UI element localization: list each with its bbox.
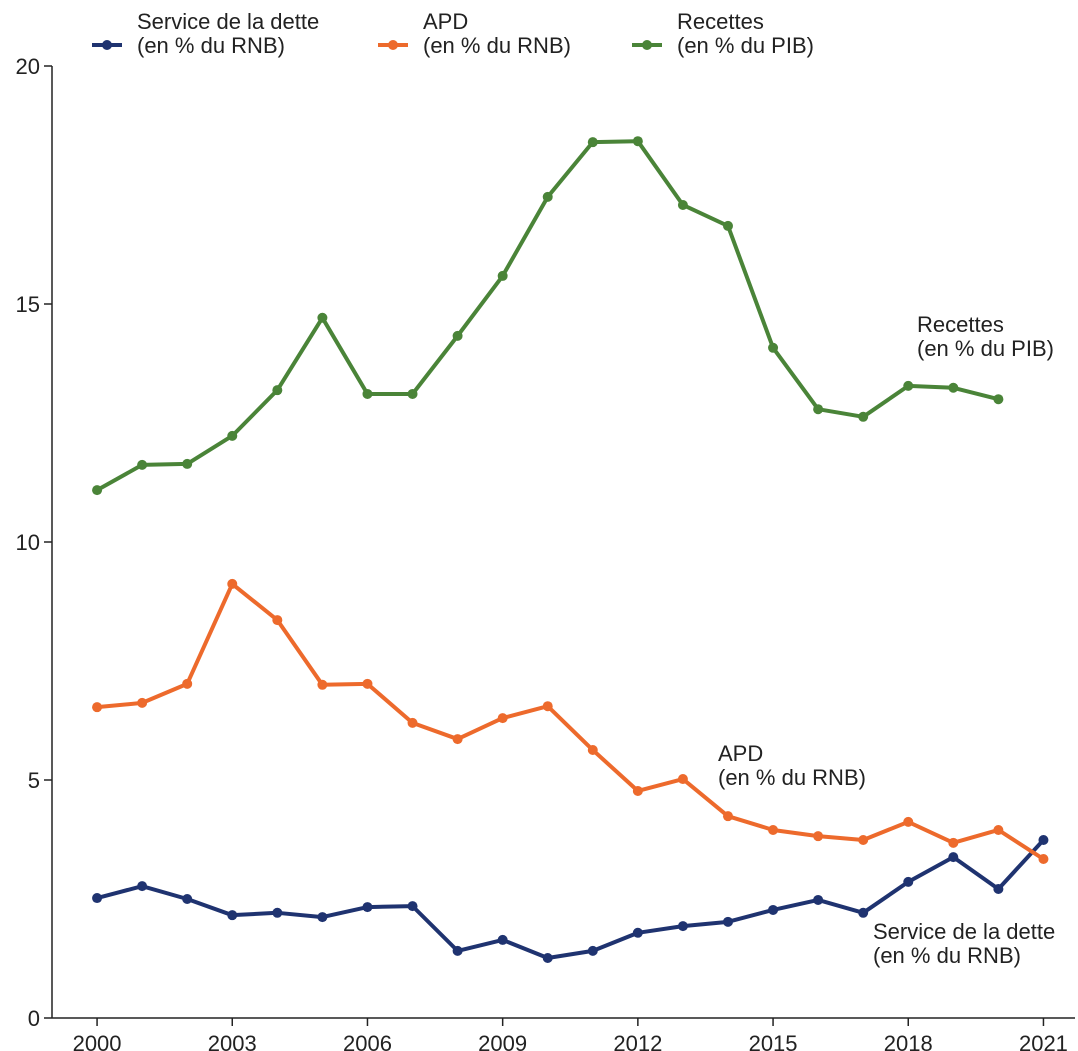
x-tick-label: 2003: [208, 1031, 257, 1051]
point: [317, 679, 328, 690]
point: [542, 701, 553, 712]
point: [272, 615, 283, 626]
point: [452, 945, 463, 956]
point: [1038, 854, 1049, 865]
point: [182, 678, 193, 689]
point: [137, 697, 148, 708]
point: [948, 852, 959, 863]
legend-label: Service de la dette (en % du RNB): [137, 9, 320, 58]
annotation: APD (en % du RNB): [718, 741, 866, 790]
point: [362, 388, 373, 399]
point: [677, 921, 688, 932]
point: [137, 459, 148, 470]
point: [903, 380, 914, 391]
point: [542, 191, 553, 202]
point: [452, 734, 463, 745]
point: [813, 831, 824, 842]
point: [272, 907, 283, 918]
point: [948, 837, 959, 848]
point: [632, 785, 643, 796]
point: [542, 953, 553, 964]
point: [587, 945, 598, 956]
point: [632, 136, 643, 147]
point: [407, 717, 418, 728]
point: [677, 774, 688, 785]
point: [497, 713, 508, 724]
point: [993, 394, 1004, 405]
point: [497, 270, 508, 281]
point: [227, 430, 238, 441]
point: [768, 904, 779, 915]
y-tick-label: 5: [28, 768, 40, 793]
point: [407, 388, 418, 399]
point: [1038, 834, 1049, 845]
point: [227, 578, 238, 589]
point: [317, 312, 328, 323]
point: [722, 811, 733, 822]
x-tick-label: 2000: [73, 1031, 122, 1051]
point: [497, 934, 508, 945]
point: [948, 382, 959, 393]
point: [272, 385, 283, 396]
legend-label: Recettes (en % du PIB): [677, 9, 814, 58]
legend-dot: [388, 40, 398, 50]
point: [813, 894, 824, 905]
point: [452, 330, 463, 341]
point: [993, 884, 1004, 895]
point: [92, 893, 103, 904]
point: [407, 901, 418, 912]
x-tick-label: 2015: [749, 1031, 798, 1051]
legend-dot: [642, 40, 652, 50]
x-tick-label: 2012: [613, 1031, 662, 1051]
point: [722, 916, 733, 927]
point: [722, 220, 733, 231]
point: [768, 824, 779, 835]
legend-dot: [102, 40, 112, 50]
point: [587, 137, 598, 148]
y-tick-label: 10: [16, 530, 40, 555]
y-tick-label: 15: [16, 292, 40, 317]
point: [858, 834, 869, 845]
point: [317, 912, 328, 923]
x-tick-label: 2018: [884, 1031, 933, 1051]
y-tick-label: 20: [16, 54, 40, 79]
point: [903, 816, 914, 827]
x-tick-label: 2021: [1019, 1031, 1068, 1051]
legend-label: APD (en % du RNB): [423, 9, 571, 58]
x-tick-label: 2006: [343, 1031, 392, 1051]
point: [813, 404, 824, 415]
series-line: [96, 581, 1045, 861]
x-tick-label: 2009: [478, 1031, 527, 1051]
point: [768, 342, 779, 353]
point: [587, 745, 598, 756]
point: [227, 910, 238, 921]
point: [858, 411, 869, 422]
point: [632, 927, 643, 938]
point: [182, 894, 193, 904]
y-tick-label: 0: [28, 1006, 40, 1031]
point: [182, 458, 193, 469]
point: [362, 902, 373, 913]
point: [993, 824, 1004, 835]
annotation: Service de la dette (en % du RNB): [873, 919, 1056, 968]
point: [92, 485, 103, 496]
point: [92, 702, 103, 713]
point: [137, 881, 148, 892]
series-line: [96, 838, 1045, 961]
point: [903, 876, 914, 887]
point: [858, 907, 869, 918]
point: [677, 199, 688, 210]
annotation: Recettes (en % du PIB): [917, 312, 1054, 361]
point: [362, 678, 373, 689]
